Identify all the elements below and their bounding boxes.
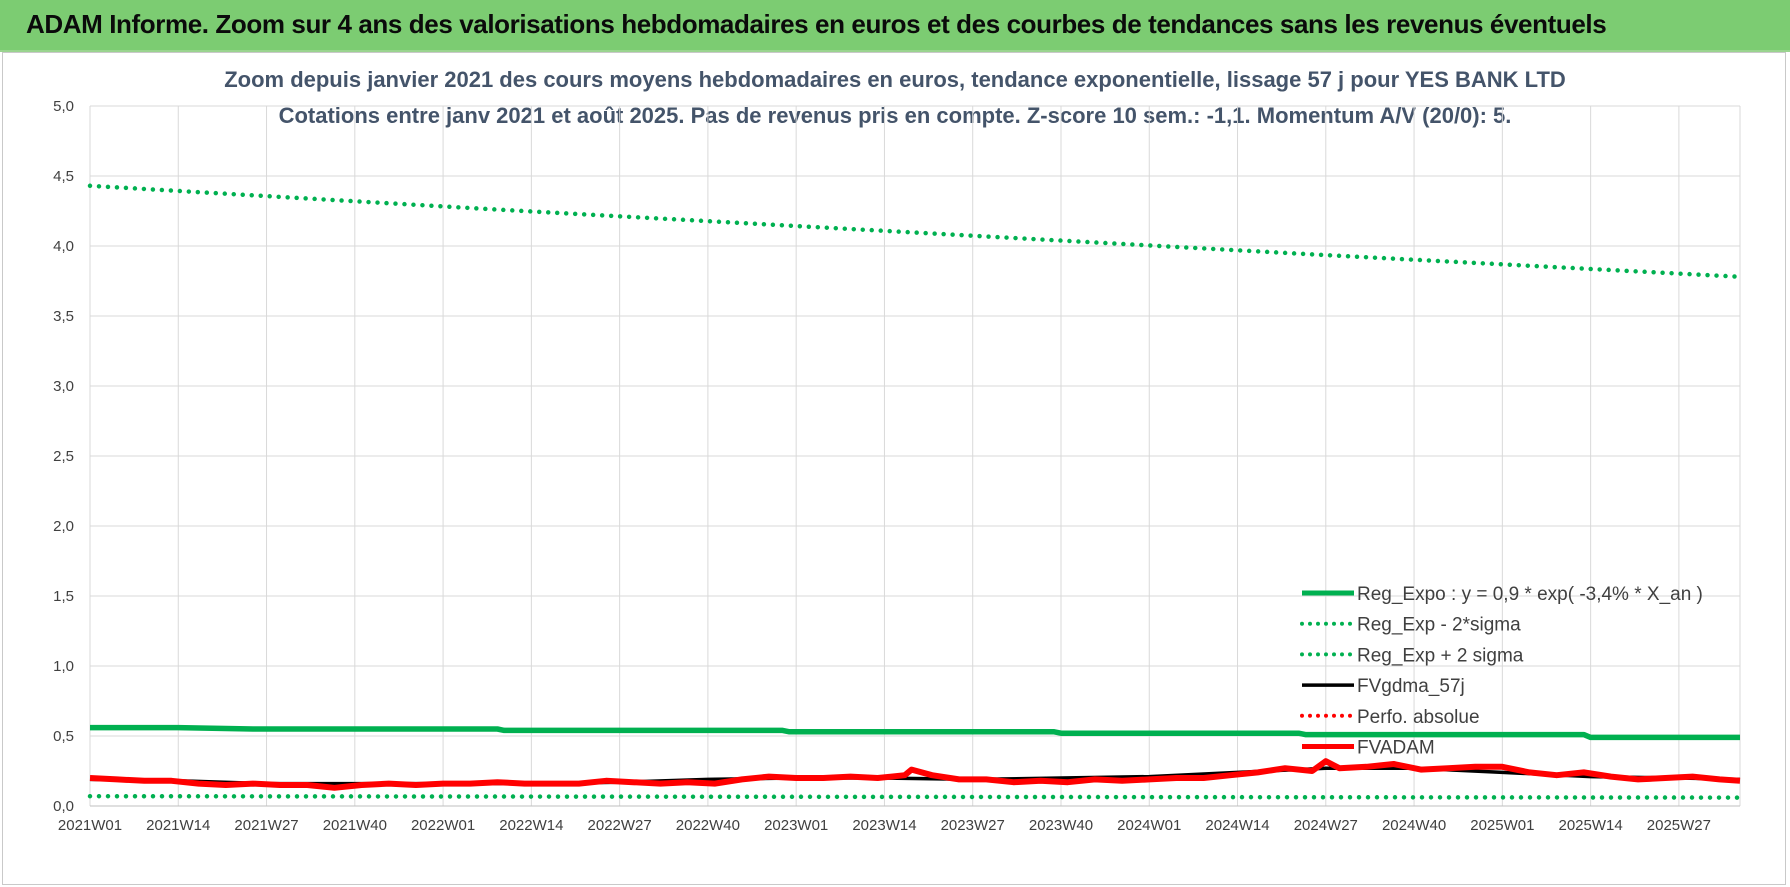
legend-label: FVADAM bbox=[1357, 738, 1435, 759]
y-tick-label: 0,5 bbox=[53, 728, 74, 745]
series-line-2 bbox=[87, 183, 1743, 280]
y-tick-label: 4,5 bbox=[53, 168, 74, 185]
report-banner: ADAM Informe. Zoom sur 4 ans des valoris… bbox=[0, 0, 1790, 52]
chart-legend: Reg_Expo : y = 0,9 * exp( -3,4% * X_an )… bbox=[1300, 584, 1703, 759]
series-line-1 bbox=[87, 793, 1743, 800]
x-axis: 2021W01 2021W14 2021W27 2021W40 2022W01 2022W… bbox=[58, 817, 1711, 834]
x-tick-label: 2022W14 bbox=[499, 817, 563, 834]
y-tick-label: 3,0 bbox=[53, 378, 74, 395]
x-tick-label: 2022W40 bbox=[676, 817, 740, 834]
report-title: ADAM Informe. Zoom sur 4 ans des valoris… bbox=[26, 9, 1607, 39]
series-line-5 bbox=[89, 758, 1741, 791]
legend-label: Reg_Exp + 2 sigma bbox=[1357, 645, 1524, 666]
y-tick-label: 1,0 bbox=[53, 658, 74, 675]
x-tick-label: 2025W01 bbox=[1470, 817, 1534, 834]
x-tick-label: 2021W27 bbox=[234, 817, 298, 834]
x-tick-label: 2024W01 bbox=[1117, 817, 1181, 834]
y-axis: 0,0 0,5 1,0 1,5 2,0 2,5 3,0 3,5 4,0 4,5 5,0 bbox=[53, 98, 74, 815]
y-tick-label: 2,0 bbox=[53, 518, 74, 535]
legend-label: Reg_Exp - 2*sigma bbox=[1357, 615, 1521, 636]
x-tick-label: 2023W01 bbox=[764, 817, 828, 834]
y-tick-label: 3,5 bbox=[53, 308, 74, 325]
y-tick-label: 5,0 bbox=[53, 98, 74, 115]
x-tick-label: 2021W01 bbox=[58, 817, 122, 834]
x-tick-label: 2023W14 bbox=[852, 817, 916, 834]
legend-label: Perfo. absolue bbox=[1357, 707, 1480, 728]
x-tick-label: 2023W27 bbox=[941, 817, 1005, 834]
y-tick-label: 1,5 bbox=[53, 588, 74, 605]
y-tick-label: 2,5 bbox=[53, 448, 74, 465]
x-tick-label: 2021W40 bbox=[323, 817, 387, 834]
chart-title: Zoom depuis janvier 2021 des cours moyen… bbox=[224, 67, 1566, 92]
x-tick-label: 2024W27 bbox=[1294, 817, 1358, 834]
chart-grid bbox=[89, 105, 1741, 807]
x-tick-label: 2024W40 bbox=[1382, 817, 1446, 834]
chart-series bbox=[87, 183, 1743, 800]
line-chart: Zoom depuis janvier 2021 des cours moyen… bbox=[53, 67, 1743, 834]
x-tick-label: 2025W27 bbox=[1647, 817, 1711, 834]
x-tick-label: 2024W14 bbox=[1205, 817, 1269, 834]
series-line-0 bbox=[90, 724, 1740, 741]
x-tick-label: 2025W14 bbox=[1559, 817, 1623, 834]
y-tick-label: 0,0 bbox=[53, 798, 74, 815]
legend-label: Reg_Expo : y = 0,9 * exp( -3,4% * X_an ) bbox=[1357, 584, 1703, 605]
y-tick-label: 4,0 bbox=[53, 238, 74, 255]
legend-label: FVgdma_57j bbox=[1357, 676, 1465, 697]
chart-frame bbox=[2, 52, 1786, 885]
chart-subtitle: Cotations entre janv 2021 et août 2025. … bbox=[279, 103, 1512, 128]
x-tick-label: 2023W40 bbox=[1029, 817, 1093, 834]
x-tick-label: 2021W14 bbox=[146, 817, 210, 834]
x-tick-label: 2022W01 bbox=[411, 817, 475, 834]
x-tick-label: 2022W27 bbox=[588, 817, 652, 834]
